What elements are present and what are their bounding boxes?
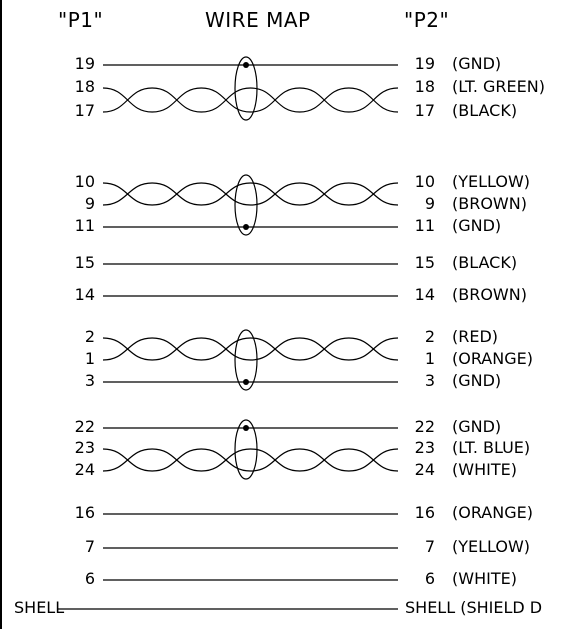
wire-color-16: (ORANGE) bbox=[452, 503, 533, 522]
wire-color-1: (ORANGE) bbox=[452, 349, 533, 368]
left-pin-1: 1 bbox=[84, 349, 95, 368]
left-pin-6: 6 bbox=[84, 569, 95, 588]
right-pin-2: 2 bbox=[424, 327, 435, 346]
right-pin-11: 11 bbox=[414, 216, 435, 235]
right-pin-22: 22 bbox=[414, 417, 435, 436]
twisted-wire-24 bbox=[102, 448, 399, 472]
shield-ellipse bbox=[234, 419, 258, 480]
wire-color-10: (YELLOW) bbox=[452, 172, 531, 191]
left-pin-15: 15 bbox=[74, 253, 95, 272]
twisted-wire-17 bbox=[102, 87, 399, 113]
right-pin-9: 9 bbox=[424, 194, 435, 213]
left-border bbox=[0, 0, 2, 629]
wire-color-19: (GND) bbox=[452, 54, 502, 73]
right-pin-6: 6 bbox=[424, 569, 435, 588]
left-pin-18: 18 bbox=[74, 77, 95, 96]
left-pin-22: 22 bbox=[74, 417, 95, 436]
wire-color-23: (LT. BLUE) bbox=[452, 438, 531, 457]
twisted-wire-1 bbox=[102, 337, 399, 361]
right-pin-17: 17 bbox=[414, 101, 435, 120]
wire-color-6: (WHITE) bbox=[452, 569, 517, 588]
wire-color-18: (LT. GREEN) bbox=[452, 77, 545, 96]
drain-junction-dot bbox=[243, 224, 249, 230]
right-pin-24: 24 bbox=[414, 460, 435, 479]
right-pin-15: 15 bbox=[414, 253, 435, 272]
wire-color-2: (RED) bbox=[452, 327, 499, 346]
wire-color-9: (BROWN) bbox=[452, 194, 527, 213]
p1-header: "P1" bbox=[58, 8, 104, 32]
shield-ellipse bbox=[234, 174, 258, 236]
right-pin-3: 3 bbox=[424, 371, 435, 390]
left-pin-7: 7 bbox=[84, 537, 95, 556]
right-pin-7: 7 bbox=[424, 537, 435, 556]
right-pin-18: 18 bbox=[414, 77, 435, 96]
drain-junction-dot bbox=[243, 62, 249, 68]
right-pin-shell: SHELL (SHIELD D bbox=[405, 598, 543, 617]
left-pin-16: 16 bbox=[74, 503, 95, 522]
shield-ellipse bbox=[234, 56, 258, 121]
left-pin-14: 14 bbox=[74, 285, 95, 304]
twisted-wire-2 bbox=[102, 337, 399, 361]
right-pin-23: 23 bbox=[414, 438, 435, 457]
shield-ellipse bbox=[234, 329, 258, 391]
right-pin-1: 1 bbox=[424, 349, 435, 368]
left-pin-17: 17 bbox=[74, 101, 95, 120]
diagram-title: WIRE MAP bbox=[205, 8, 311, 32]
wire-color-22: (GND) bbox=[452, 417, 502, 436]
p2-header: "P2" bbox=[404, 8, 450, 32]
left-pin-3: 3 bbox=[84, 371, 95, 390]
left-pin-23: 23 bbox=[74, 438, 95, 457]
twisted-wire-23 bbox=[102, 448, 399, 472]
right-pin-10: 10 bbox=[414, 172, 435, 191]
wire-color-7: (YELLOW) bbox=[452, 537, 531, 556]
right-pin-16: 16 bbox=[414, 503, 435, 522]
left-pin-shell: SHELL bbox=[14, 598, 65, 617]
left-pin-2: 2 bbox=[84, 327, 95, 346]
wire-color-24: (WHITE) bbox=[452, 460, 517, 479]
wire-color-15: (BLACK) bbox=[452, 253, 518, 272]
left-pin-9: 9 bbox=[84, 194, 95, 213]
wire-color-3: (GND) bbox=[452, 371, 502, 390]
wire-color-14: (BROWN) bbox=[452, 285, 527, 304]
right-pin-14: 14 bbox=[414, 285, 435, 304]
twisted-wire-10 bbox=[102, 182, 399, 206]
left-pin-24: 24 bbox=[74, 460, 95, 479]
drain-junction-dot bbox=[243, 379, 249, 385]
left-pin-11: 11 bbox=[74, 216, 95, 235]
twisted-wire-18 bbox=[102, 87, 399, 113]
twisted-wire-9 bbox=[102, 182, 399, 206]
wire-color-11: (GND) bbox=[452, 216, 502, 235]
right-pin-19: 19 bbox=[414, 54, 435, 73]
wire-color-17: (BLACK) bbox=[452, 101, 518, 120]
left-pin-19: 19 bbox=[74, 54, 95, 73]
drain-junction-dot bbox=[243, 425, 249, 431]
left-pin-10: 10 bbox=[74, 172, 95, 191]
